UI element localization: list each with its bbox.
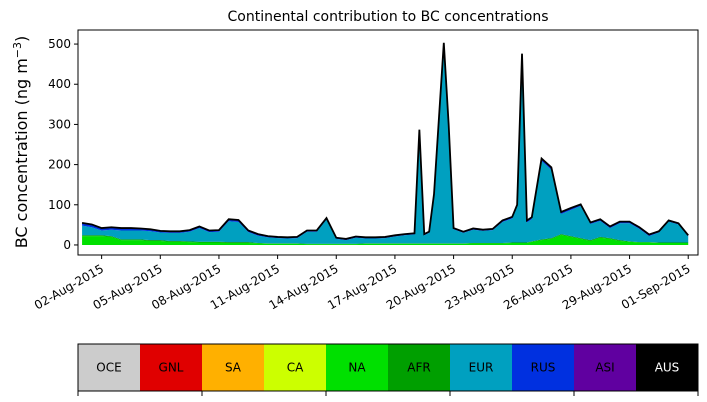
legend-swatch-sa [202, 344, 265, 391]
legend-swatch-asi [574, 344, 637, 391]
y-axis-title-text: BC concentration (ng m [12, 58, 31, 248]
y-tick-label: 0 [63, 238, 71, 252]
plot-area: 0 100 200 300 400 500 02-Aug-201505-Aug-20150… [32, 29, 699, 312]
series-layer [82, 42, 689, 245]
legend-label-ca: CA [287, 361, 304, 375]
legend-swatch-eur [450, 344, 513, 391]
y-axis-title-suffix: ) [12, 36, 31, 42]
legend-label-eur: EUR [469, 361, 494, 375]
series-area-asi [82, 42, 689, 240]
y-axis-title-superscript: −3 [11, 42, 24, 58]
legend-swatch-gnl [140, 344, 203, 391]
series-area-eur [82, 44, 689, 244]
y-tick-label: 400 [48, 77, 71, 91]
x-axis: 02-Aug-201505-Aug-201508-Aug-201511-Aug-… [32, 255, 693, 312]
series-area-rus [82, 43, 689, 241]
y-tick-label: 300 [48, 117, 71, 131]
y-axis: 0 100 200 300 400 500 [48, 37, 78, 252]
legend-label-aus: AUS [655, 361, 680, 375]
legend-colorbar: OCE GNL SA CA NA AFR EUR RUS ASI AUS [77, 343, 699, 396]
total-line [81, 42, 689, 240]
y-tick-label: 100 [48, 198, 71, 212]
legend-swatch-oce [78, 344, 141, 391]
legend-label-asi: ASI [595, 361, 614, 375]
series-area-na [82, 234, 689, 245]
legend-frame [77, 343, 699, 392]
legend-label-gnl: GNL [159, 361, 184, 375]
legend-swatch-afr [388, 344, 451, 391]
y-tick-label: 500 [48, 37, 71, 51]
legend-swatch-aus [636, 344, 699, 391]
legend-swatch-rus [512, 344, 575, 391]
legend-label-rus: RUS [531, 361, 556, 375]
y-tick-label: 200 [48, 158, 71, 172]
axes-frame [77, 29, 699, 256]
legend-label-oce: OCE [96, 361, 121, 375]
legend-swatch-ca [264, 344, 327, 391]
legend-label-na: NA [348, 361, 366, 375]
legend-label-afr: AFR [407, 361, 430, 375]
y-axis-title: BC concentration (ng m−3) [11, 36, 32, 249]
legend-label-sa: SA [225, 361, 242, 375]
chart-title: Continental contribution to BC concentra… [227, 9, 548, 25]
legend-swatch-na [326, 344, 389, 391]
